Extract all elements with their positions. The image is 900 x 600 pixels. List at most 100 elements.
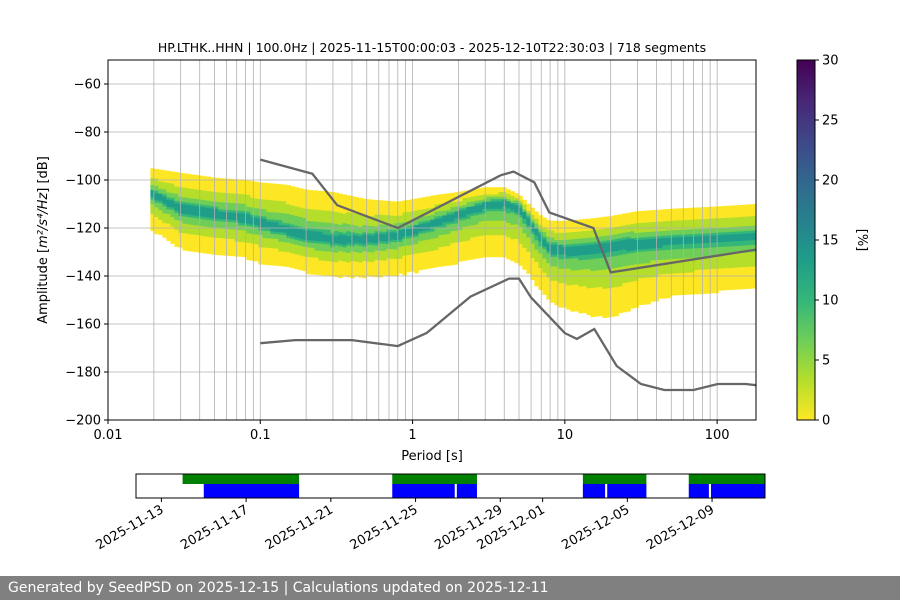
density-cell <box>314 192 319 196</box>
density-cell <box>698 231 703 235</box>
density-cell <box>198 235 203 239</box>
density-cell <box>586 252 591 256</box>
density-cell <box>594 227 599 231</box>
density-cell <box>382 205 387 209</box>
density-cell <box>294 259 299 262</box>
density-cell <box>182 199 187 203</box>
density-cell <box>626 224 631 228</box>
density-cell <box>174 174 179 178</box>
density-cell <box>254 213 259 216</box>
density-cell <box>630 303 635 307</box>
density-cell <box>610 309 615 313</box>
density-cell <box>606 249 611 253</box>
density-cell <box>214 216 219 219</box>
density-cell <box>682 248 687 252</box>
density-cell <box>686 275 691 278</box>
density-cell <box>610 220 615 224</box>
density-cell <box>686 239 691 242</box>
density-cell <box>542 292 547 295</box>
density-cell <box>186 173 191 177</box>
density-cell <box>374 248 379 251</box>
density-cell <box>314 260 319 263</box>
density-cell <box>566 251 571 255</box>
density-cell <box>350 234 355 238</box>
density-cell <box>210 184 215 188</box>
density-cell <box>302 220 307 224</box>
density-cell <box>682 224 687 228</box>
density-cell <box>190 217 195 221</box>
density-cell <box>174 212 179 216</box>
density-cell <box>578 291 583 295</box>
density-cell <box>482 249 487 253</box>
density-cell <box>310 240 315 244</box>
density-cell <box>238 239 243 243</box>
density-cell <box>370 245 375 248</box>
density-cell <box>538 232 543 235</box>
density-cell <box>186 193 191 196</box>
density-cell <box>430 248 435 252</box>
density-cell <box>206 234 211 238</box>
density-cell <box>166 180 171 184</box>
density-cell <box>690 265 695 269</box>
density-cell <box>162 215 167 219</box>
density-cell <box>230 236 235 240</box>
density-cell <box>742 233 747 237</box>
density-cell <box>246 199 251 203</box>
density-cell <box>622 263 627 267</box>
density-cell <box>554 268 559 272</box>
density-cell <box>466 202 471 205</box>
density-cell <box>222 238 227 242</box>
density-cell <box>734 241 739 244</box>
density-cell <box>406 216 411 220</box>
density-cell <box>582 298 587 301</box>
density-cell <box>534 225 539 229</box>
density-cell <box>190 181 195 185</box>
density-cell <box>294 213 299 217</box>
density-cell <box>646 294 651 298</box>
density-cell <box>698 216 703 220</box>
density-cell <box>514 200 519 204</box>
density-cell <box>742 209 747 213</box>
density-cell <box>326 222 331 226</box>
density-cell <box>606 242 611 246</box>
density-cell <box>154 221 159 225</box>
density-cell <box>382 217 387 221</box>
density-cell <box>358 221 363 225</box>
density-cell <box>370 257 375 260</box>
density-cell <box>514 224 519 228</box>
density-cell <box>414 198 419 202</box>
density-cell <box>722 205 727 209</box>
density-cell <box>678 258 683 262</box>
density-cell <box>614 303 619 307</box>
density-cell <box>498 240 503 243</box>
density-cell <box>198 242 203 246</box>
density-cell <box>198 245 203 248</box>
density-cell <box>362 229 367 233</box>
density-cell <box>170 241 175 244</box>
density-cell <box>626 299 631 302</box>
density-cell <box>402 205 407 209</box>
density-cell <box>526 206 531 209</box>
density-cell <box>710 276 715 279</box>
density-cell <box>282 251 287 255</box>
density-cell <box>718 235 723 238</box>
density-cell <box>518 198 523 201</box>
density-cell <box>474 232 479 235</box>
density-cell <box>226 214 231 218</box>
density-cell <box>486 189 491 193</box>
density-cell <box>666 240 671 243</box>
density-cell <box>422 216 427 220</box>
density-cell <box>442 227 447 231</box>
density-cell <box>394 247 399 250</box>
density-cell <box>714 278 719 282</box>
density-cell <box>478 212 483 215</box>
density-cell <box>422 223 427 227</box>
density-cell <box>414 212 419 216</box>
density-cell <box>314 219 319 223</box>
density-cell <box>506 201 511 205</box>
density-cell <box>274 215 279 218</box>
plot-title: HP.LTHK..HHN | 100.0Hz | 2025-11-15T00:0… <box>158 40 706 55</box>
density-cell <box>578 262 583 266</box>
density-cell <box>594 268 599 271</box>
density-cell <box>310 214 315 217</box>
